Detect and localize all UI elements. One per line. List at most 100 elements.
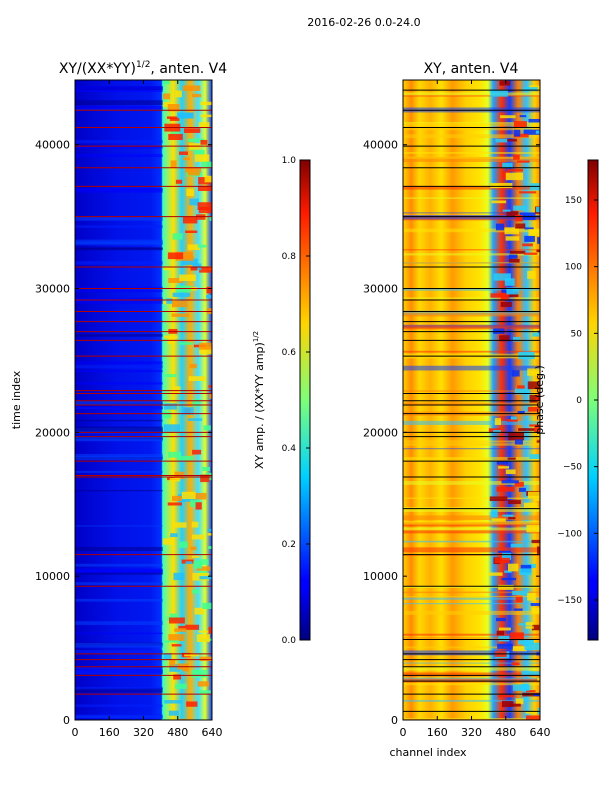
amplitude-texture-cell [181,258,198,265]
amplitude-texture-band [75,687,163,693]
phase-texture-cell [495,138,508,143]
phase-texture-cell [499,335,510,342]
phase-texture-band [403,288,540,291]
phase-texture-cell [490,89,508,97]
amplitude-texture-cell [163,424,180,432]
amplitude-texture-band [75,650,163,654]
phase-texture-cell [510,632,524,641]
phase-texture-cell [524,227,534,230]
phase-texture-cell [512,336,521,342]
phase-texture-band [403,497,540,500]
phase-texture-band [403,595,540,598]
phase-texture-cell [515,214,523,222]
amplitude-texture-cell [196,634,210,643]
amplitude-texture-cell [193,560,203,569]
phase-texture-band [403,92,540,96]
amplitude-texture-band [75,286,163,289]
phase-texture-cell [504,278,515,286]
amplitude-colorbar-tick-label: 0.2 [282,540,296,550]
amplitude-texture-cell [186,701,198,707]
phase-texture-band [403,297,540,299]
amplitude-texture-cell [194,149,205,157]
phase-texture-band [403,253,540,256]
amplitude-texture-band [75,666,163,669]
phase-texture-band [403,214,540,220]
phase-texture-cell [508,563,519,572]
phase-texture-cell [502,700,514,708]
amplitude-texture-cell [178,113,193,119]
phase-texture-cell [494,418,502,425]
amplitude-colorbar-tick-label: 1.0 [282,156,297,166]
phase-texture-cell [511,662,520,666]
amplitude-x-tick-label: 640 [202,726,223,739]
amplitude-texture-cell [181,491,196,500]
amplitude-texture-band [75,261,163,265]
phase-texture-cell [525,711,538,714]
amplitude-texture-band [75,290,163,293]
phase-texture-band [403,440,540,443]
phase-texture-band [403,212,540,214]
phase-texture-band [403,603,540,605]
phase-texture-cell [519,191,537,194]
amplitude-texture-band [75,546,163,552]
amplitude-texture-cell [189,198,199,206]
amplitude-texture-cell [208,545,212,550]
phase-texture-cell [532,332,540,337]
phase-texture-cell [527,406,539,412]
phase-texture-cell [523,87,538,92]
phase-texture-cell [507,457,516,460]
phase-colorbar-tick-label: −150 [557,596,582,606]
phase-texture-cell [526,690,536,693]
amplitude-texture-cell [171,495,182,501]
amplitude-texture-cell [163,301,170,305]
phase-texture-cell [510,416,518,420]
amplitude-x-tick-label: 480 [167,726,188,739]
amplitude-texture-cell [201,161,212,169]
amplitude-texture-cell [192,399,201,407]
amplitude-texture-cell [177,718,188,720]
amplitude-texture-cell [174,522,187,528]
phase-texture-cell [514,439,523,445]
phase-texture-cell [502,209,511,212]
amplitude-texture-cell [197,185,212,192]
amplitude-x-tick-label: 160 [99,726,120,739]
amplitude-colorbar-tick-label: 0.4 [282,444,297,454]
phase-texture-band [403,262,540,264]
amplitude-texture-cell [169,613,178,618]
amplitude-y-tick-label: 40000 [35,139,70,152]
amplitude-texture-cell [173,386,181,394]
phase-texture-cell [495,223,505,231]
amplitude-texture-cell [175,179,183,184]
phase-texture-cell [531,624,540,631]
phase-texture-cell [537,677,540,682]
phase-texture-cell [525,622,534,626]
phase-texture-cell [521,683,530,691]
amplitude-texture-cell [197,681,210,687]
phase-texture-cell [498,584,514,590]
amplitude-texture-cell [191,555,200,558]
amplitude-texture-cell [182,665,189,672]
amplitude-texture-cell [172,233,183,240]
amplitude-texture-cell [167,104,180,112]
amplitude-texture-cell [167,252,184,260]
amplitude-texture-cell [172,292,191,297]
amplitude-colorbar-tick-label: 0.0 [282,636,297,646]
phase-y-tick-label: 10000 [363,570,398,583]
phase-texture-cell [508,517,516,520]
amplitude-texture-band [75,100,163,105]
amplitude-title: XY/(XX*YY)1/2, anten. V4 [59,60,227,77]
phase-texture-band [403,699,540,702]
phase-texture-cell [524,235,535,242]
amplitude-texture-cell [197,244,207,248]
phase-texture-cell [512,646,527,652]
phase-texture-band [403,94,540,97]
amplitude-texture-cell [187,172,200,176]
amplitude-texture-cell [198,206,212,214]
phase-texture-cell [502,514,514,517]
amplitude-texture-cell [173,572,185,581]
amplitude-texture-band [75,598,163,602]
phase-texture-band [403,662,540,664]
amplitude-texture-band [75,525,163,527]
phase-texture-band [403,355,540,358]
phase-texture-cell [527,368,540,376]
